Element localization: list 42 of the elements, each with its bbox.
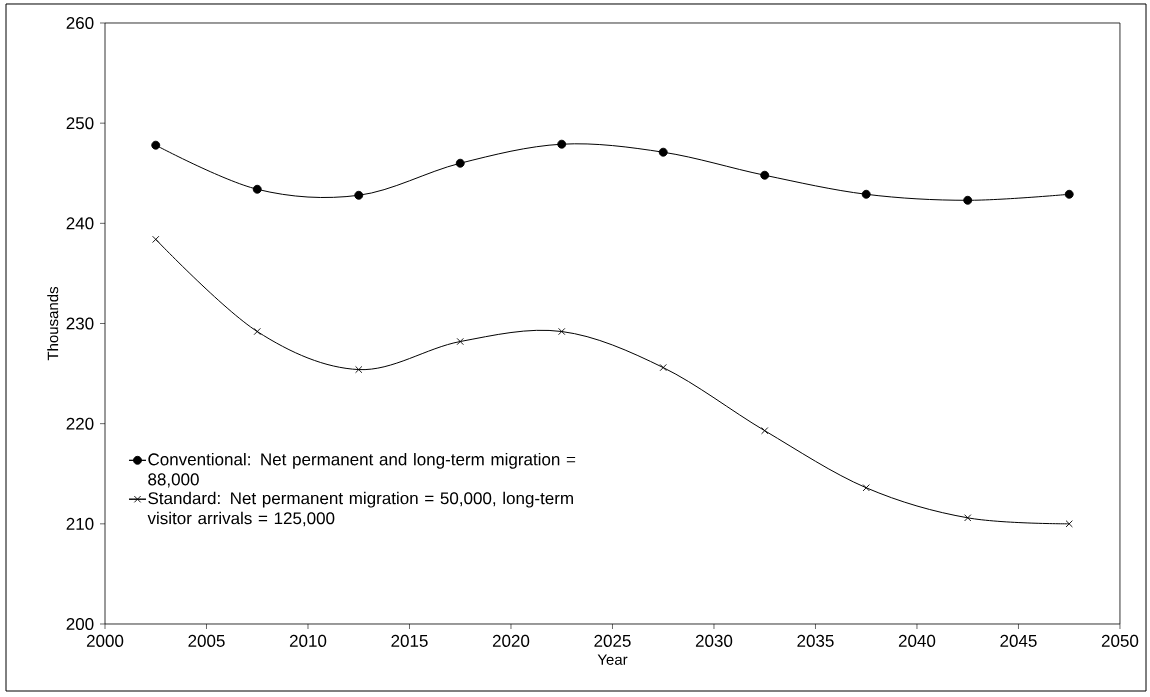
point: [152, 235, 160, 243]
point: [557, 139, 567, 149]
y-tick-label: 220: [66, 417, 94, 430]
y-tick-label: 210: [66, 517, 94, 530]
x-tick-label: 2050: [1101, 634, 1139, 647]
x-tick-label: 2025: [594, 634, 631, 647]
point: [659, 363, 667, 372]
y-tick-label: 260: [66, 16, 94, 30]
x-tick-label: 2000: [86, 634, 124, 647]
point: [252, 184, 262, 194]
x-tick-label: 2005: [188, 634, 225, 647]
point: [1065, 520, 1073, 528]
y-tick-label: 250: [66, 117, 94, 130]
y-tick-label: 200: [66, 617, 94, 631]
point: [658, 147, 668, 157]
y-axis-title: Thousands: [47, 286, 59, 361]
point: [253, 327, 261, 336]
point: [354, 190, 364, 200]
legend-label: Standard: Net permanent migration = 50,000, long-term visitor arrivals = 125,000: [147, 491, 573, 527]
x-tick-label: 2020: [492, 634, 530, 647]
point: [760, 170, 770, 180]
x-axis-title: Year: [597, 654, 628, 665]
x-tick-label: 2040: [898, 634, 936, 647]
point: [964, 514, 972, 522]
point: [862, 484, 870, 492]
point: [151, 140, 161, 150]
point: [963, 195, 973, 205]
x-tick-label: 2010: [289, 634, 327, 647]
point: [558, 327, 566, 336]
point: [1064, 189, 1074, 199]
x-tick-label: 2045: [1000, 634, 1037, 647]
legend-label: Conventional: Net permanent and long-term migration = 88,000: [148, 452, 576, 488]
point: [455, 158, 465, 168]
x-tick-label: 2030: [695, 634, 733, 647]
x-tick-label: 2035: [797, 634, 834, 647]
y-tick-label: 240: [66, 217, 94, 230]
y-tick-label: 230: [66, 317, 94, 330]
point: [355, 365, 363, 374]
point: [761, 427, 769, 435]
x-tick-label: 2015: [391, 634, 428, 647]
point: [456, 337, 464, 346]
point: [861, 189, 871, 199]
